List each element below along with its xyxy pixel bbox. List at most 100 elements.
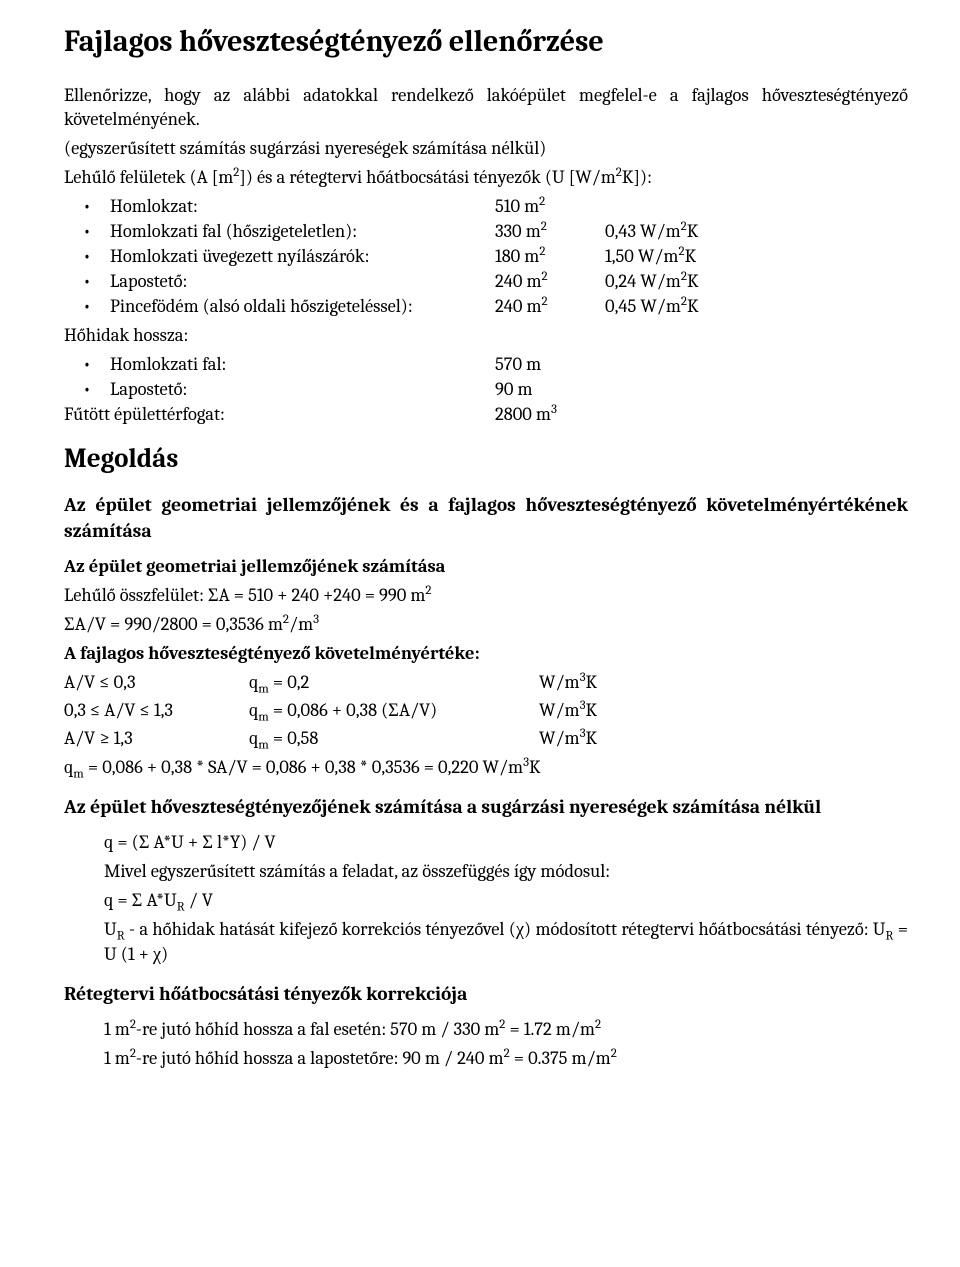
text: = 1.72 m/m [505, 1018, 595, 1040]
text: q [64, 756, 73, 778]
text: q [249, 699, 258, 721]
text: -re jutó hőhíd hossza a fal esetén: 570 … [136, 1018, 499, 1040]
text: K [586, 727, 598, 749]
sup: 2 [539, 244, 545, 259]
sub: m [258, 738, 269, 753]
req-formula: qm = 0,58 [249, 726, 539, 751]
item-label: Homlokzati fal (hőszigeteletlen): [110, 219, 495, 244]
ur-description: UR - a hőhidak hatását kifejező korrekci… [64, 917, 908, 967]
item-value: 510 m2 [495, 194, 605, 219]
q-simplified-line: q = Σ A*UR / V [64, 888, 908, 913]
qm-result-line: qm = 0,086 + 0,38 * SA/V = 0,086 + 0,38 … [64, 755, 908, 780]
text: 510 m [495, 195, 539, 217]
subsection-geom-title: Az épület geometriai jellemzőjének számí… [64, 554, 908, 579]
item-label: Pincefödém (alsó oldali hőszigeteléssel)… [110, 294, 495, 319]
text: 0,24 W/m [605, 270, 681, 292]
text: - a hőhidak hatását kifejező korrekciós … [125, 918, 886, 940]
sub: m [258, 710, 269, 725]
simplification-note: Mivel egyszerűsített számítás a feladat,… [64, 859, 908, 884]
item-u-value: 1,50 W/m2K [605, 244, 755, 269]
item-value: 240 m2 [495, 294, 605, 319]
text: K [685, 245, 697, 267]
text: Lehűlő összfelület: ΣA = 510 + 240 +240 … [64, 584, 425, 606]
text: U [104, 918, 117, 940]
requirement-title: A fajlagos hőveszteségtényező követelmén… [64, 641, 908, 666]
text: K [586, 671, 598, 693]
text: -re jutó hőhíd hossza a lapostetőre: 90 … [136, 1047, 504, 1069]
req-unit: W/m3K [539, 726, 689, 751]
item-value: 570 m [495, 352, 605, 377]
req-row: A/V ≤ 0,3 qm = 0,2 W/m3K [64, 670, 908, 695]
item-label: Homlokzati üvegezett nyílászárók: [110, 244, 495, 269]
sub: m [258, 682, 269, 697]
sup: 3 [551, 402, 557, 417]
item-value: 90 m [495, 377, 605, 402]
text: 1 m [104, 1047, 130, 1069]
list-item: • Lapostető: 90 m [64, 377, 908, 402]
method-note: (egyszerűsített számítás sugárzási nyere… [64, 136, 908, 161]
item-label: Homlokzat: [110, 194, 495, 219]
item-value: 180 m2 [495, 244, 605, 269]
sup: 2 [541, 219, 547, 234]
text: 2800 m [495, 403, 551, 425]
text: = 0.375 m/m [510, 1047, 611, 1069]
item-label: Lapostető: [110, 269, 495, 294]
text: q = Σ A*U [104, 889, 177, 911]
item-u-value: 0,43 W/m2K [605, 219, 755, 244]
req-unit: W/m3K [539, 698, 689, 723]
text: K]): [622, 166, 652, 188]
text: 1 m [104, 1018, 130, 1040]
av-ratio-line: ΣA/V = 990/2800 = 0,3536 m2/m3 [64, 612, 908, 637]
bullet-icon: • [64, 269, 110, 294]
document-page: Fajlagos hőveszteségtényező ellenőrzése … [0, 0, 960, 1267]
text: /m [289, 613, 313, 635]
req-unit: W/m3K [539, 670, 689, 695]
sub: R [117, 929, 125, 944]
list-item: • Lapostető: 240 m2 0,24 W/m2K [64, 269, 908, 294]
req-row: 0,3 ≤ A/V ≤ 1,3 qm = 0,086 + 0,38 (ΣA/V)… [64, 698, 908, 723]
text: = 0,2 [269, 671, 309, 693]
sup: 2 [595, 1017, 601, 1032]
text: K [687, 295, 699, 317]
item-value: 240 m2 [495, 269, 605, 294]
heated-volume-line: Fűtött épülettérfogat: 2800 m3 [64, 402, 908, 427]
sup: 2 [539, 194, 545, 209]
text: K [529, 756, 541, 778]
text: q [249, 671, 258, 693]
correction-line-1: 1 m 2 -re jutó hőhíd hossza a fal esetén: … [64, 1017, 908, 1042]
sup: 3 [313, 612, 319, 627]
total-surface-line: Lehűlő összfelület: ΣA = 510 + 240 +240 … [64, 583, 908, 608]
item-label: Homlokzati fal: [110, 352, 495, 377]
text: K [687, 270, 699, 292]
req-condition: A/V ≥ 1,3 [64, 726, 249, 751]
list-item: • Homlokzat: 510 m2 [64, 194, 908, 219]
text: W/m [539, 699, 580, 721]
item-value: 2800 m3 [495, 402, 605, 427]
bullet-icon: • [64, 377, 110, 402]
text: 0,45 W/m [605, 295, 681, 317]
sup: 2 [611, 1046, 617, 1061]
sup: 2 [542, 294, 548, 309]
item-label: Fűtött épülettérfogat: [64, 402, 495, 427]
req-row: A/V ≥ 1,3 qm = 0,58 W/m3K [64, 726, 908, 751]
req-condition: A/V ≤ 0,3 [64, 670, 249, 695]
bullet-icon: • [64, 244, 110, 269]
text: ΣA/V = 990/2800 = 0,3536 m [64, 613, 283, 635]
text: K [586, 699, 598, 721]
section-1-title: Az épület geometriai jellemzőjének és a … [64, 492, 908, 545]
sub: m [73, 767, 84, 782]
item-u-value: 0,24 W/m2K [605, 269, 755, 294]
intro-paragraph: Ellenőrizze, hogy az alábbi adatokkal re… [64, 83, 908, 133]
bullet-icon: • [64, 219, 110, 244]
item-value: 330 m2 [495, 219, 605, 244]
text: 240 m [495, 295, 542, 317]
text: = 0,58 [269, 727, 319, 749]
list-item: • Pincefödém (alsó oldali hőszigetelésse… [64, 294, 908, 319]
text: = 0,086 + 0,38 * SA/V = 0,086 + 0,38 * 0… [84, 756, 523, 778]
bullet-icon: • [64, 294, 110, 319]
text: K [687, 220, 699, 242]
solution-heading: Megoldás [64, 441, 908, 477]
text: 240 m [495, 270, 542, 292]
sub: R [177, 900, 185, 915]
list-item: • Homlokzati üvegezett nyílászárók: 180 … [64, 244, 908, 269]
